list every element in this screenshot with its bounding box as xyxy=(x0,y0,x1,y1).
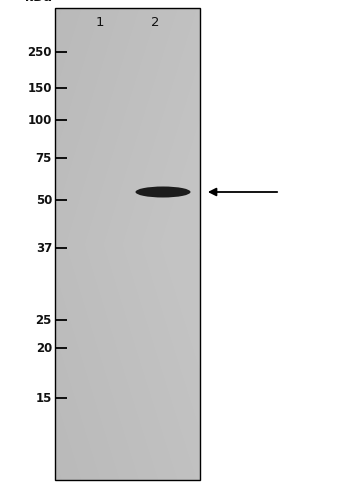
Text: kDa: kDa xyxy=(25,0,52,4)
Text: 15: 15 xyxy=(36,391,52,405)
Text: 20: 20 xyxy=(36,342,52,354)
Text: 75: 75 xyxy=(36,151,52,164)
Text: 1: 1 xyxy=(96,16,104,28)
Text: 37: 37 xyxy=(36,242,52,255)
Ellipse shape xyxy=(135,186,190,198)
Text: 50: 50 xyxy=(36,194,52,206)
Text: 25: 25 xyxy=(36,313,52,326)
Bar xyxy=(55,8,200,480)
Text: 100: 100 xyxy=(28,114,52,126)
Text: 150: 150 xyxy=(28,81,52,95)
Text: 2: 2 xyxy=(151,16,159,28)
Text: 250: 250 xyxy=(28,45,52,59)
